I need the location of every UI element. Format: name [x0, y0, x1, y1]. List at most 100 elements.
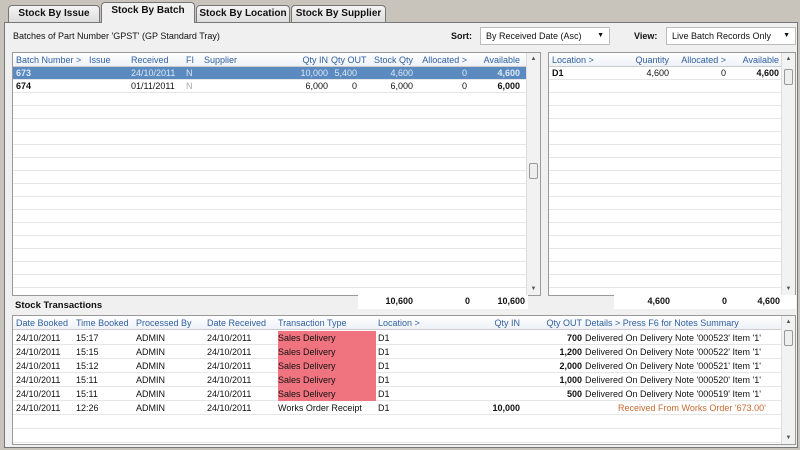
- cell: 24/10/2011: [16, 403, 61, 413]
- cell: D1: [378, 347, 390, 357]
- column-header[interactable]: Quantity: [635, 55, 669, 65]
- column-header[interactable]: Allocated >: [681, 55, 726, 65]
- scroll-up-icon[interactable]: ▲: [785, 319, 792, 325]
- column-header[interactable]: Qty IN: [302, 55, 328, 65]
- sort-value: By Received Date (Asc): [486, 31, 582, 41]
- cell: D1: [552, 68, 564, 78]
- cell: 500: [566, 389, 582, 399]
- empty-row: [13, 223, 526, 236]
- batch-totals-bar: [358, 295, 528, 309]
- transactions-grid[interactable]: Date Booked Time Booked Processed By Date R…: [12, 315, 796, 445]
- empty-row: [13, 158, 526, 171]
- scroll-up-icon[interactable]: ▲: [785, 56, 792, 62]
- empty-row: [549, 106, 781, 119]
- column-header[interactable]: Batch Number >: [16, 55, 82, 65]
- empty-row: [549, 184, 781, 197]
- column-header[interactable]: Time Booked: [76, 318, 129, 328]
- table-row[interactable]: 673 24/10/2011 N 10,000 5,400 4,600 0 4,600: [13, 67, 526, 80]
- empty-row: [13, 262, 526, 275]
- cell: 1,200: [559, 347, 582, 357]
- column-header[interactable]: Allocated >: [422, 55, 467, 65]
- empty-row: [549, 249, 781, 262]
- column-header[interactable]: Supplier: [204, 55, 238, 65]
- sort-dropdown[interactable]: By Received Date (Asc) ▼: [480, 27, 610, 45]
- column-header[interactable]: Issue: [89, 55, 111, 65]
- empty-row: [13, 236, 526, 249]
- column-header[interactable]: Available: [742, 55, 779, 65]
- column-header[interactable]: Received: [131, 55, 169, 65]
- batches-grid[interactable]: Batch Number > Issue Received FI Supplier Qty…: [12, 52, 541, 296]
- table-row[interactable]: 24/10/2011 15:11 ADMIN 24/10/2011 Sales Deli…: [13, 387, 781, 401]
- transactions-scrollbar[interactable]: ▲ ▼: [781, 316, 795, 444]
- column-header[interactable]: Stock Qty: [373, 55, 413, 65]
- table-row[interactable]: D1 4,600 0 4,600: [549, 67, 781, 80]
- sort-label: Sort:: [451, 31, 472, 41]
- cell: 24/10/2011: [16, 361, 61, 371]
- cell: 15:12: [76, 361, 99, 371]
- table-row[interactable]: 24/10/2011 15:12 ADMIN 24/10/2011 Sales Deli…: [13, 359, 781, 373]
- cell: 24/10/2011: [16, 333, 61, 343]
- tab-stock-by-issue[interactable]: Stock By Issue: [8, 5, 100, 23]
- scroll-up-icon[interactable]: ▲: [530, 56, 537, 62]
- cell: 4,600: [756, 68, 779, 78]
- tab-stock-by-batch[interactable]: Stock By Batch: [101, 2, 195, 23]
- column-header[interactable]: Available: [483, 55, 520, 65]
- cell: 24/10/2011: [16, 389, 61, 399]
- table-row[interactable]: 24/10/2011 12:26 ADMIN 24/10/2011 Works Orde…: [13, 401, 781, 415]
- total-allocated: 0: [464, 296, 470, 306]
- column-header[interactable]: Details > Press F6 for Notes Summary: [585, 318, 739, 328]
- scroll-down-icon[interactable]: ▼: [530, 286, 537, 292]
- empty-row: [549, 223, 781, 236]
- table-row[interactable]: 24/10/2011 15:15 ADMIN 24/10/2011 Sales Deli…: [13, 345, 781, 359]
- empty-row: [549, 158, 781, 171]
- cell: D1: [378, 333, 390, 343]
- cell: D1: [378, 389, 390, 399]
- tab-stock-by-location[interactable]: Stock By Location: [196, 5, 290, 23]
- cell: 6,000: [305, 81, 328, 91]
- cell: 15:15: [76, 347, 99, 357]
- scroll-thumb[interactable]: [784, 69, 793, 85]
- tab-stock-by-supplier[interactable]: Stock By Supplier: [291, 5, 386, 23]
- column-header[interactable]: Qty IN: [494, 318, 520, 328]
- cell: 700: [566, 333, 582, 343]
- view-value: Live Batch Records Only: [672, 31, 772, 41]
- column-header[interactable]: Qty OUT: [331, 55, 367, 65]
- empty-row: [13, 93, 526, 106]
- column-header[interactable]: Processed By: [136, 318, 192, 328]
- locations-grid[interactable]: Location > Quantity Allocated > Available ▲…: [548, 52, 796, 296]
- cell: D1: [378, 361, 390, 371]
- cell: 24/10/2011: [207, 347, 252, 357]
- batches-scrollbar[interactable]: ▲ ▼: [526, 53, 540, 295]
- table-row[interactable]: 24/10/2011 15:11 ADMIN 24/10/2011 Sales Deli…: [13, 373, 781, 387]
- scroll-thumb[interactable]: [784, 330, 793, 346]
- table-row[interactable]: 674 01/11/2011 N 6,000 0 6,000 0 6,000: [13, 80, 526, 93]
- locations-scrollbar[interactable]: ▲ ▼: [781, 53, 795, 295]
- column-header[interactable]: Location >: [378, 318, 420, 328]
- scroll-down-icon[interactable]: ▼: [785, 435, 792, 441]
- part-subtitle: Batches of Part Number 'GPST' (GP Standa…: [13, 31, 220, 41]
- total-qty-in: 10,600: [385, 296, 413, 306]
- view-dropdown[interactable]: Live Batch Records Only ▼: [666, 27, 796, 45]
- column-header[interactable]: Transaction Type: [278, 318, 347, 328]
- cell: 15:11: [76, 375, 98, 385]
- column-header[interactable]: FI: [186, 55, 194, 65]
- column-header[interactable]: Qty OUT: [546, 318, 583, 328]
- column-header[interactable]: Date Received: [207, 318, 267, 328]
- scroll-down-icon[interactable]: ▼: [785, 286, 792, 292]
- empty-row: [549, 275, 781, 288]
- cell: 5,400: [334, 68, 357, 78]
- cell: 673: [16, 68, 32, 78]
- cell: Sales Delivery: [278, 387, 376, 401]
- cell: 24/10/2011: [131, 68, 176, 78]
- cell: 0: [461, 68, 467, 78]
- batches-grid-header: Batch Number > Issue Received FI Supplier Qty…: [13, 53, 540, 67]
- empty-row: [549, 119, 781, 132]
- empty-row: [13, 119, 526, 132]
- column-header[interactable]: Date Booked: [16, 318, 69, 328]
- cell: 24/10/2011: [207, 389, 252, 399]
- table-row[interactable]: 24/10/2011 15:17 ADMIN 24/10/2011 Sales Deli…: [13, 331, 781, 345]
- column-header[interactable]: Location >: [552, 55, 594, 65]
- empty-row: [549, 171, 781, 184]
- cell: Sales Delivery: [278, 331, 376, 345]
- scroll-thumb[interactable]: [529, 163, 538, 179]
